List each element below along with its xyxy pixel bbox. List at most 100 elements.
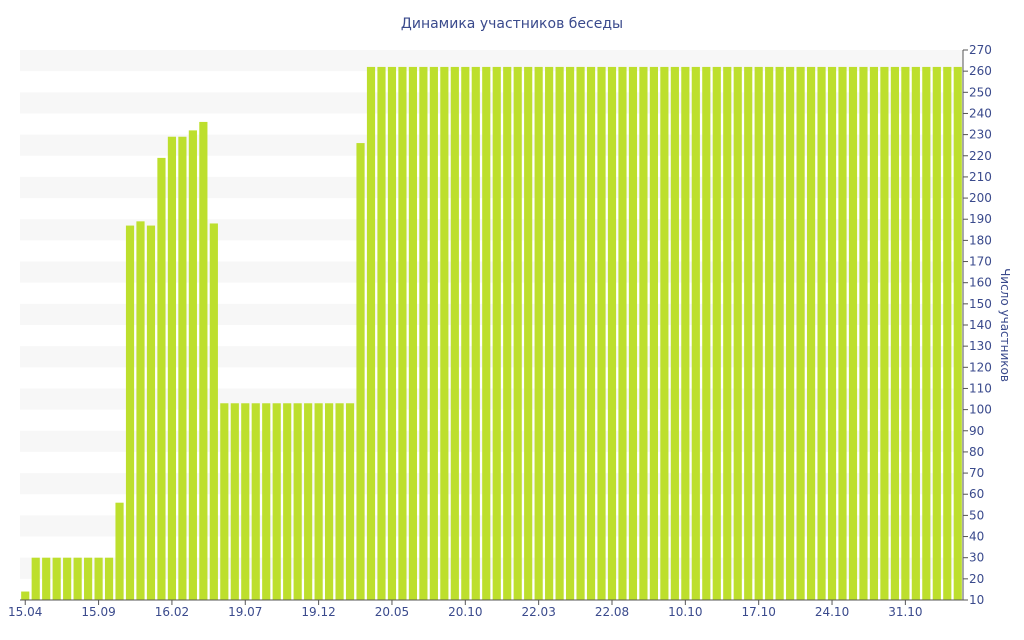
bar[interactable] — [304, 403, 313, 600]
bar[interactable] — [565, 66, 575, 600]
bar[interactable] — [429, 66, 438, 600]
bar[interactable] — [503, 66, 512, 600]
bar[interactable] — [607, 66, 617, 600]
bar[interactable] — [220, 403, 229, 600]
bar[interactable] — [806, 66, 816, 600]
bar[interactable] — [104, 557, 114, 600]
bar[interactable] — [744, 66, 753, 600]
bar[interactable] — [901, 66, 910, 600]
bar[interactable] — [387, 66, 397, 600]
bar[interactable] — [733, 66, 742, 600]
bar[interactable] — [272, 403, 281, 600]
bar[interactable] — [42, 557, 51, 600]
bar[interactable] — [880, 66, 889, 600]
y-tick-label: 90 — [969, 424, 984, 438]
bar[interactable] — [869, 66, 879, 600]
bar[interactable] — [73, 557, 82, 600]
bar[interactable] — [786, 66, 795, 600]
bar[interactable] — [618, 66, 627, 600]
x-tick-label: 31.10 — [888, 605, 922, 619]
bar[interactable] — [586, 66, 596, 600]
bar[interactable] — [649, 66, 658, 600]
bar[interactable] — [848, 66, 858, 600]
bar[interactable] — [230, 403, 239, 600]
bar[interactable] — [188, 130, 197, 600]
bar[interactable] — [125, 225, 135, 601]
bar[interactable] — [419, 66, 428, 600]
bar[interactable] — [84, 557, 93, 600]
bar[interactable] — [681, 66, 690, 600]
bar[interactable] — [283, 403, 292, 600]
bar[interactable] — [94, 557, 103, 600]
bar[interactable] — [702, 66, 711, 600]
bar[interactable] — [293, 403, 302, 600]
bar[interactable] — [838, 66, 847, 600]
bar[interactable] — [597, 66, 606, 600]
bar[interactable] — [335, 403, 344, 600]
bar[interactable] — [932, 66, 941, 600]
bar[interactable] — [440, 66, 449, 600]
bar[interactable] — [576, 66, 585, 600]
bar[interactable] — [345, 403, 355, 600]
bar[interactable] — [775, 66, 784, 600]
y-tick-label: 200 — [969, 191, 992, 205]
bar[interactable] — [52, 557, 61, 600]
bar[interactable] — [723, 66, 732, 600]
bar[interactable] — [398, 66, 407, 600]
bar[interactable] — [377, 66, 386, 600]
bar[interactable] — [31, 557, 40, 600]
bar[interactable] — [167, 136, 177, 600]
bar[interactable] — [492, 66, 501, 600]
bar[interactable] — [21, 591, 30, 600]
bar[interactable] — [890, 66, 899, 600]
bar[interactable] — [953, 66, 962, 600]
bar[interactable] — [482, 66, 491, 600]
x-tick-label: 17.10 — [742, 605, 776, 619]
x-tick-label: 20.05 — [375, 605, 409, 619]
bar[interactable] — [178, 136, 187, 600]
bar[interactable] — [754, 66, 763, 600]
bar[interactable] — [314, 403, 323, 600]
y-tick-label: 70 — [969, 466, 984, 480]
bar[interactable] — [639, 66, 648, 600]
bar[interactable] — [859, 66, 868, 600]
bar[interactable] — [911, 66, 920, 600]
bar[interactable] — [922, 66, 931, 600]
bar[interactable] — [251, 403, 260, 600]
bar[interactable] — [450, 66, 459, 600]
bar[interactable] — [691, 66, 700, 600]
bar[interactable] — [262, 403, 271, 600]
bar[interactable] — [513, 66, 522, 600]
bar[interactable] — [670, 66, 679, 600]
bar[interactable] — [241, 403, 250, 600]
bar[interactable] — [356, 143, 365, 601]
bar[interactable] — [157, 157, 166, 600]
bar[interactable] — [408, 66, 418, 600]
bar[interactable] — [524, 66, 533, 600]
bar[interactable] — [765, 66, 774, 600]
bar[interactable] — [146, 225, 156, 601]
bar[interactable] — [63, 557, 72, 600]
bar[interactable] — [660, 66, 669, 600]
bar[interactable] — [199, 121, 208, 600]
bar[interactable] — [115, 502, 124, 600]
bar[interactable] — [534, 66, 543, 600]
bar[interactable] — [555, 66, 564, 600]
bar[interactable] — [325, 403, 334, 600]
y-tick-label: 160 — [969, 276, 992, 290]
x-tick-label: 15.09 — [81, 605, 115, 619]
bar[interactable] — [209, 223, 218, 600]
bar[interactable] — [545, 66, 554, 600]
bar[interactable] — [628, 66, 638, 600]
bar[interactable] — [471, 66, 480, 600]
y-tick-label: 190 — [969, 212, 992, 226]
bar[interactable] — [943, 66, 952, 600]
bar[interactable] — [461, 66, 470, 600]
bar[interactable] — [712, 66, 721, 600]
bar[interactable] — [136, 221, 145, 600]
x-tick-label: 10.10 — [668, 605, 702, 619]
bar[interactable] — [366, 66, 376, 600]
bar[interactable] — [817, 66, 826, 600]
bar[interactable] — [796, 66, 805, 600]
bar[interactable] — [827, 66, 837, 600]
